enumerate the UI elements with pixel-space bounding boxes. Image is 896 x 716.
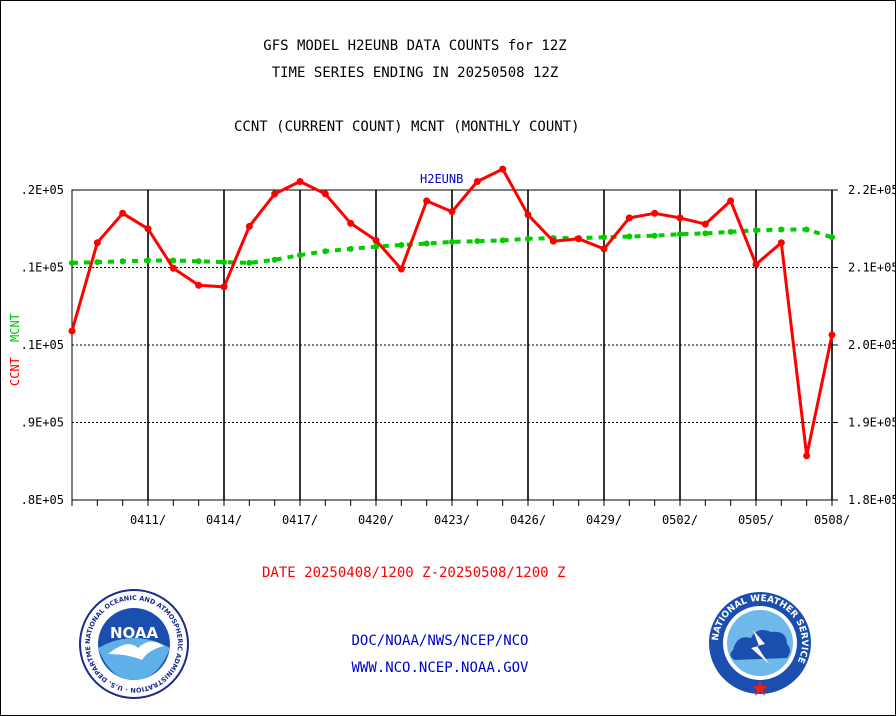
y-tick-label-left: .9E+05 [21,416,64,430]
data-point-mcnt [778,226,785,233]
date-range: DATE 20250408/1200 Z-20250508/1200 Z [262,565,566,581]
data-point-ccnt [727,197,735,205]
x-tick-label: 0423/ [434,513,470,527]
data-point-ccnt [549,237,557,245]
data-point-mcnt [677,231,683,238]
data-point-ccnt [701,220,709,228]
noaa-logo-text: NOAA [110,624,159,642]
data-point-ccnt [347,219,355,227]
data-point-ccnt [321,190,329,198]
data-point-ccnt [651,209,659,217]
data-point-mcnt [727,228,734,235]
data-point-ccnt [93,239,101,247]
footer-org: DOC/NOAA/NWS/NCEP/NCO [351,633,529,649]
data-point-mcnt [69,259,75,266]
data-point-ccnt [752,260,760,268]
data-point-ccnt [777,239,785,247]
data-point-mcnt [398,242,405,249]
data-point-mcnt [145,257,151,264]
data-point-mcnt [702,230,709,237]
data-point-mcnt [803,226,810,233]
y-tick-label-right: 2.0E+05 [848,338,896,352]
y-tick-label-right: 1.8E+05 [848,493,896,507]
data-point-mcnt [119,258,126,265]
data-point-mcnt [525,235,531,242]
data-point-ccnt [245,222,253,230]
data-point-mcnt [347,245,354,252]
data-point-ccnt [195,281,203,289]
data-point-mcnt [170,257,177,264]
x-tick-label: 0508/ [814,513,850,527]
data-point-ccnt [448,208,456,216]
data-point-mcnt [297,252,303,259]
y-tick-label-right: 1.9E+05 [848,416,896,430]
data-point-ccnt [169,264,177,272]
data-point-mcnt [322,248,329,255]
data-point-ccnt [68,327,76,335]
chart-title: GFS MODEL H2EUNB DATA COUNTS for 12Z [263,38,567,54]
y-tick-label-right: 2.2E+05 [848,183,896,197]
data-point-ccnt [803,452,811,460]
x-tick-label: 0420/ [358,513,394,527]
data-point-ccnt [524,211,532,219]
x-tick-label: 0417/ [282,513,318,527]
data-point-mcnt [626,233,633,240]
data-point-ccnt [144,225,152,233]
data-point-mcnt [195,258,202,265]
data-point-ccnt [220,283,228,291]
data-point-mcnt [829,234,835,241]
data-point-mcnt [271,256,278,263]
data-point-ccnt [625,214,633,222]
noaa-logo-icon: NATIONAL OCEANIC AND ATMOSPHERIC ADMINIS… [78,588,189,699]
data-point-ccnt [372,236,380,244]
data-point-mcnt [246,259,253,266]
data-point-mcnt [499,237,506,244]
data-point-mcnt [651,232,658,239]
data-point-ccnt [397,265,405,273]
x-tick-label: 0429/ [586,513,622,527]
data-point-ccnt [575,235,583,243]
data-point-mcnt [449,238,455,245]
data-point-ccnt [499,165,507,173]
x-tick-label: 0414/ [206,513,242,527]
plot-label: H2EUNB [420,172,464,186]
data-point-mcnt [94,259,101,266]
data-point-mcnt [601,234,607,241]
y-tick-label-left: .1E+05 [21,261,64,275]
data-point-mcnt [423,240,430,247]
y-tick-label-left: .2E+05 [21,183,64,197]
y-tick-label-right: 2.1E+05 [848,261,896,275]
x-tick-label: 0426/ [510,513,546,527]
data-point-mcnt [753,227,759,234]
x-tick-label: 0411/ [130,513,166,527]
y-tick-label-left: .8E+05 [21,493,64,507]
data-point-ccnt [600,245,608,253]
data-point-ccnt [271,190,279,198]
data-point-mcnt [474,238,481,245]
x-tick-label: 0502/ [662,513,698,527]
footer-url[interactable]: WWW.NCO.NCEP.NOAA.GOV [351,660,529,676]
data-point-ccnt [473,177,481,185]
data-point-mcnt [373,243,379,250]
y-tick-label-left: .1E+05 [21,338,64,352]
chart-legend-description: CCNT (CURRENT COUNT) MCNT (MONTHLY COUNT… [234,119,580,135]
data-point-ccnt [119,209,127,217]
nws-logo-icon: NATIONAL WEATHER SERVICE [709,592,811,696]
chart-subtitle-date: TIME SERIES ENDING IN 20250508 12Z [271,65,559,81]
data-point-mcnt [221,259,227,266]
data-point-ccnt [423,197,431,205]
data-point-ccnt [676,214,684,222]
data-point-ccnt [828,331,836,339]
data-point-ccnt [296,177,304,185]
x-tick-label: 0505/ [738,513,774,527]
